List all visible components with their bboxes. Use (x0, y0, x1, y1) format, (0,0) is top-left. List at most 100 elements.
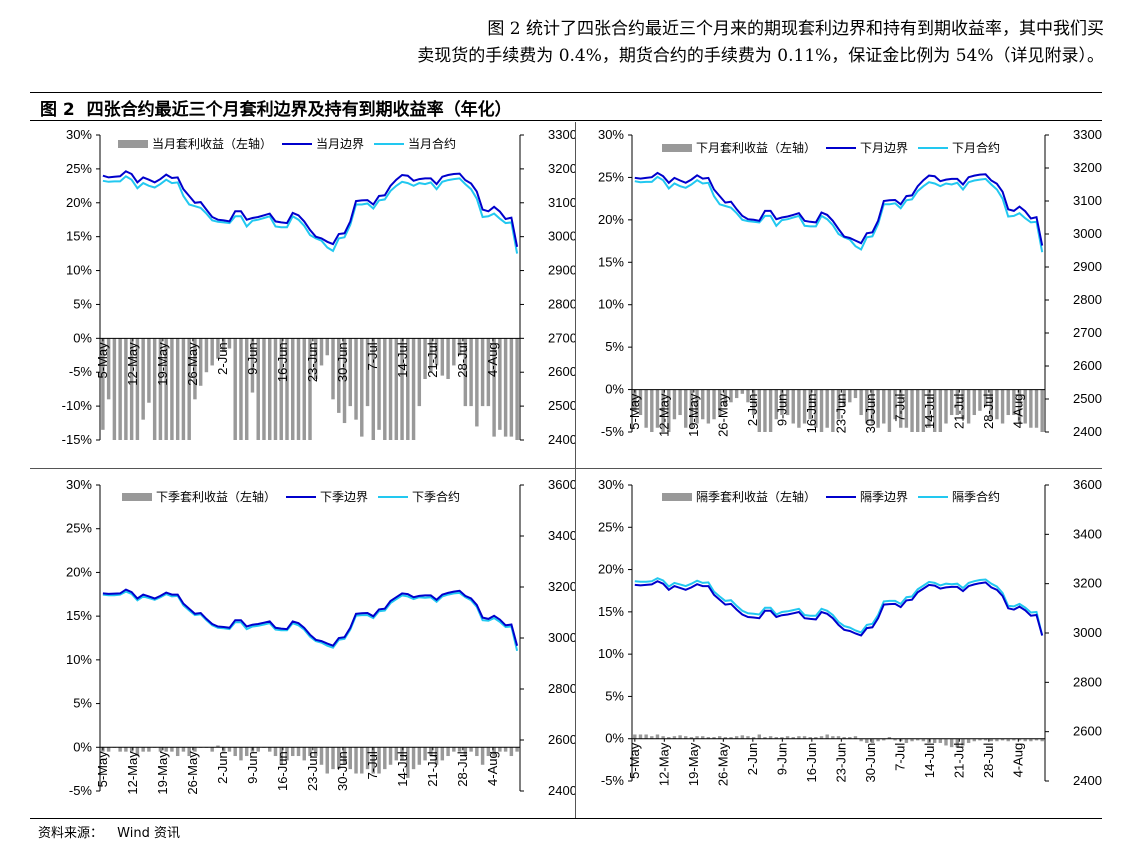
return-bar (995, 738, 999, 742)
x-axis-tick-label: 23-Jun (833, 394, 848, 434)
left-axis-tick-label: 30% (66, 127, 92, 142)
left-axis-tick-label: 0% (605, 382, 624, 397)
return-bar (239, 338, 243, 440)
return-bar (498, 338, 502, 430)
intro-paragraph: 图 2 统计了四张合约最近三个月来的期现套利边界和持有到期收益率，其中我们买 卖… (44, 16, 1104, 70)
return-bar (314, 747, 318, 757)
return-bar (141, 747, 145, 752)
return-bar (158, 338, 163, 440)
return-bar (400, 338, 404, 440)
boundary-series-line (102, 170, 519, 247)
return-bar (371, 338, 376, 440)
return-bar (515, 338, 519, 440)
right-axis-tick-label: 2800 (1073, 292, 1102, 307)
return-bar (118, 338, 122, 440)
return-bar (291, 747, 295, 757)
return-bar (469, 338, 473, 407)
return-bar (170, 338, 174, 440)
return-bar (978, 389, 982, 411)
return-bar (995, 389, 999, 420)
legend-label-boundary: 当月边界 (316, 137, 364, 151)
x-axis-tick-label: 5-May (627, 742, 642, 779)
return-bar (644, 389, 648, 428)
return-bar (633, 389, 637, 411)
x-axis-tick-label: 5-May (95, 751, 110, 788)
return-bar (644, 734, 648, 739)
return-bar (429, 747, 433, 757)
return-bar (406, 338, 410, 440)
return-bar (394, 747, 399, 761)
return-bar (701, 736, 705, 739)
return-bar (486, 338, 491, 407)
return-bar (853, 389, 858, 399)
return-bar (899, 389, 903, 428)
x-axis-tick-label: 21-Jul (951, 743, 966, 779)
figure-title-text: 四张合约最近三个月套利边界及持有到期收益率（年化） (86, 100, 512, 120)
left-axis-tick-label: 5% (605, 688, 624, 703)
return-bar (944, 738, 948, 746)
return-bar (1017, 738, 1022, 741)
left-axis-tick-label: 15% (598, 254, 624, 269)
return-bar (717, 736, 722, 739)
return-bar (204, 338, 209, 373)
right-axis-tick-label: 3400 (548, 528, 575, 543)
left-axis-tick-label: 10% (66, 652, 92, 667)
return-bar (1029, 389, 1033, 428)
x-axis-tick-label: 12-May (656, 393, 671, 437)
right-axis-tick-label: 2400 (1073, 773, 1102, 788)
return-bar (672, 736, 677, 739)
return-bar (394, 338, 399, 440)
return-bar (135, 338, 140, 440)
return-bar (876, 738, 880, 742)
return-bar (365, 747, 370, 770)
right-axis-tick-label: 3000 (548, 630, 575, 645)
return-bar (910, 389, 914, 432)
return-bar (106, 747, 111, 752)
return-bar (440, 747, 445, 761)
legend-swatch-bar (662, 144, 692, 152)
return-bar (689, 389, 694, 428)
chart-svg: 30% 25% 20% 15% 10% 5% 0% -5% -10% -15% 3300 3200 31… (62, 127, 575, 447)
boundary-series-line (634, 580, 1044, 637)
return-bar (887, 389, 892, 432)
chart-panel-far-quarter: 30% 25% 20% 15% 10% 5% 0% -5% 3600 3400 3200 3000 28… (576, 469, 1102, 818)
return-bar (961, 389, 965, 420)
return-bar (865, 738, 869, 743)
left-axis-tick-label: -5% (69, 364, 93, 379)
left-axis-tick-label: 5% (73, 296, 92, 311)
return-bar (774, 737, 778, 739)
source-label: 资料来源： (38, 826, 104, 841)
return-bar (870, 738, 875, 743)
left-axis-tick-label: 10% (66, 263, 92, 278)
left-axis-tick-label: 20% (66, 564, 92, 579)
return-bar (1006, 389, 1010, 416)
return-bar (147, 338, 151, 403)
return-bar (655, 734, 660, 739)
return-bar (101, 338, 105, 430)
return-bar (712, 737, 716, 739)
return-bar (227, 747, 232, 752)
legend-label-return: 下季套利收益（左轴） (156, 489, 276, 504)
x-axis-tick-label: 9-Jun (245, 751, 260, 784)
return-bar (221, 747, 226, 752)
x-axis-tick-label: 28-Jul (981, 743, 996, 779)
left-axis-tick-label: -10% (62, 398, 93, 413)
x-axis-tick-label: 19-May (686, 393, 701, 437)
return-bar (457, 338, 462, 356)
return-bar (193, 338, 197, 400)
return-bar (978, 738, 982, 741)
right-axis-tick-label: 2400 (1073, 424, 1102, 439)
return-bar (411, 338, 416, 440)
return-bar (273, 747, 278, 757)
return-bar (187, 338, 191, 440)
source-text: Wind 资讯 (117, 826, 180, 841)
figure-title-rule (30, 120, 1102, 121)
return-bar (106, 338, 111, 400)
x-axis-tick-label: 26-May (715, 742, 730, 786)
return-bar (124, 338, 128, 440)
return-bar (503, 338, 508, 437)
return-bar (808, 737, 812, 739)
right-axis-tick-label: 2900 (1073, 259, 1102, 274)
return-bar (904, 389, 909, 428)
x-axis-tick-label: 12-May (125, 751, 140, 795)
